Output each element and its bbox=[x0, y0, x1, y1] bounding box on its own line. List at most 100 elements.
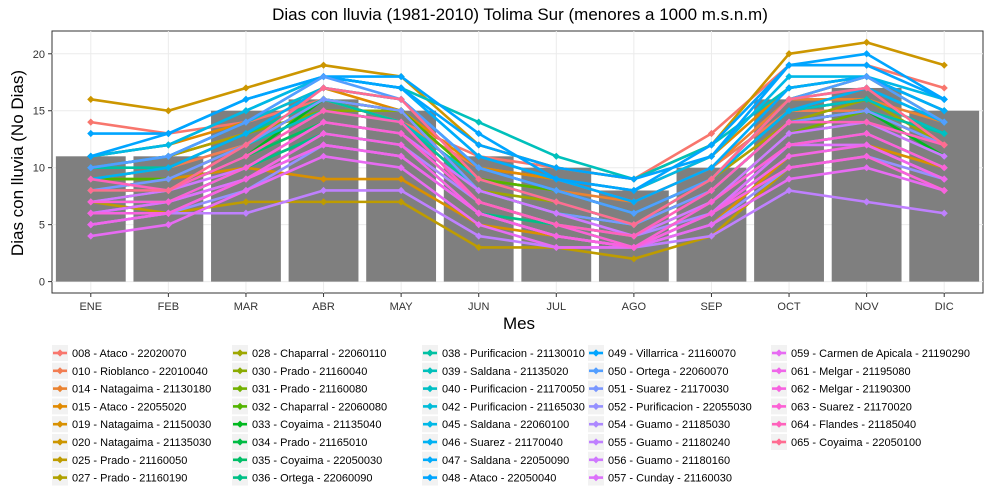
legend-item: 008 - Ataco - 22020070 bbox=[52, 345, 186, 361]
series-point bbox=[785, 61, 793, 69]
series-point bbox=[242, 186, 250, 195]
x-tick-label: DIC bbox=[935, 301, 954, 313]
y-axis-title: Dias con lluvia (No Dias) bbox=[8, 70, 27, 256]
series-point bbox=[87, 118, 95, 126]
series-point bbox=[863, 84, 871, 92]
series-point bbox=[319, 118, 328, 126]
series-point bbox=[863, 198, 871, 206]
series-point bbox=[863, 118, 871, 126]
legend-label: 033 - Coyaima - 21135040 bbox=[252, 419, 381, 431]
legend-item: 027 - Prado - 21160190 bbox=[52, 469, 187, 486]
legend-key-point bbox=[775, 420, 783, 428]
y-tick-label: 20 bbox=[33, 49, 45, 61]
legend-label: 010 - Rioblanco - 22010040 bbox=[72, 366, 208, 378]
legend-item: 062 - Melgar - 21190300 bbox=[771, 380, 911, 397]
series-point bbox=[863, 164, 871, 172]
legend-key-point bbox=[775, 385, 783, 393]
series-point bbox=[552, 186, 560, 195]
series-point bbox=[164, 175, 172, 183]
series-point bbox=[242, 152, 250, 160]
series-point bbox=[319, 107, 328, 115]
series-point bbox=[940, 84, 948, 92]
legend-label: 025 - Prado - 21160050 bbox=[72, 455, 187, 467]
series-point bbox=[552, 198, 560, 206]
legend-key-point bbox=[426, 456, 434, 464]
series-point bbox=[630, 243, 638, 252]
series-point bbox=[397, 198, 405, 206]
series-point bbox=[785, 50, 793, 58]
legend-key-point bbox=[426, 438, 434, 446]
series-point bbox=[242, 129, 250, 138]
x-tick-label: MAR bbox=[234, 301, 259, 313]
legend-item: 014 - Natagaima - 21130180 bbox=[52, 380, 211, 397]
y-tick-label: 10 bbox=[33, 163, 45, 175]
legend-key-point bbox=[236, 438, 244, 446]
series-point bbox=[707, 164, 716, 172]
series-point bbox=[319, 61, 328, 69]
legend-key-point bbox=[236, 349, 244, 357]
legend-item: 035 - Coyaima - 22050030 bbox=[232, 451, 382, 468]
x-tick-label: FEB bbox=[158, 301, 179, 313]
legend-key-point bbox=[592, 367, 600, 375]
series-point bbox=[319, 95, 328, 103]
series-point bbox=[940, 129, 948, 138]
series-point bbox=[164, 141, 172, 149]
legend-label: 046 - Suarez - 21170040 bbox=[442, 437, 563, 449]
x-tick-label: JUN bbox=[468, 301, 489, 313]
series-point bbox=[940, 175, 948, 183]
legend-label: 050 - Ortega - 22060070 bbox=[608, 366, 728, 378]
series-point bbox=[785, 164, 793, 172]
legend-item: 046 - Suarez - 21170040 bbox=[422, 434, 563, 450]
series-point bbox=[630, 232, 638, 240]
legend-label: 061 - Melgar - 21195080 bbox=[791, 366, 911, 378]
series-point bbox=[319, 141, 328, 149]
legend-label: 056 - Guamo - 21180160 bbox=[608, 455, 730, 467]
series-point bbox=[397, 107, 405, 115]
series-line bbox=[89, 132, 946, 249]
legend-item: 020 - Natagaima - 21135030 bbox=[52, 434, 211, 450]
legend-label: 049 - Villarrica - 21160070 bbox=[608, 348, 736, 360]
legend-key-point bbox=[56, 367, 64, 375]
legend-label: 064 - Flandes - 21185040 bbox=[791, 419, 916, 431]
series-point bbox=[630, 255, 638, 263]
legend-key-point bbox=[236, 456, 244, 464]
x-tick-label: ABR bbox=[312, 301, 335, 313]
series-point bbox=[785, 152, 793, 160]
series-point bbox=[785, 175, 793, 183]
legend-label: 057 - Cunday - 21160030 bbox=[608, 473, 732, 485]
series-point bbox=[475, 118, 483, 126]
series-point bbox=[940, 61, 948, 69]
legend-item: 061 - Melgar - 21195080 bbox=[771, 362, 911, 379]
series-point bbox=[164, 152, 172, 160]
legend-label: 042 - Purificacion - 21165030 bbox=[442, 401, 585, 413]
series-point bbox=[940, 209, 948, 217]
series-point bbox=[87, 186, 95, 195]
series-line bbox=[89, 52, 946, 181]
series-point bbox=[475, 175, 483, 183]
series-point bbox=[863, 152, 871, 160]
legend-key-point bbox=[426, 367, 434, 375]
legend-label: 040 - Purificacion - 21170050 bbox=[442, 384, 585, 396]
series-point bbox=[475, 198, 483, 206]
series-point bbox=[397, 95, 405, 103]
series-point bbox=[319, 198, 328, 206]
legend-item: 057 - Cunday - 21160030 bbox=[588, 469, 732, 486]
series-point bbox=[940, 164, 948, 172]
series-point bbox=[940, 118, 948, 126]
legend-key-point bbox=[56, 456, 64, 464]
series-point bbox=[475, 164, 483, 172]
legend-label: 051 - Suarez - 21170030 bbox=[608, 384, 729, 396]
legend-item: 049 - Villarrica - 21160070 bbox=[588, 345, 736, 361]
series-point bbox=[707, 198, 716, 206]
x-tick-label: MAY bbox=[390, 301, 414, 313]
series-line bbox=[89, 189, 946, 249]
series-point bbox=[475, 232, 483, 240]
legend-label: 014 - Natagaima - 21130180 bbox=[72, 384, 211, 396]
series-point bbox=[164, 221, 172, 229]
legend-label: 019 - Natagaima - 21150030 bbox=[72, 419, 211, 431]
series-point bbox=[707, 186, 716, 195]
legend-label: 048 - Ataco - 22050040 bbox=[442, 473, 556, 485]
legend-label: 052 - Purificacion - 22055030 bbox=[608, 401, 752, 413]
series-line bbox=[89, 120, 946, 238]
series-point bbox=[397, 164, 405, 172]
